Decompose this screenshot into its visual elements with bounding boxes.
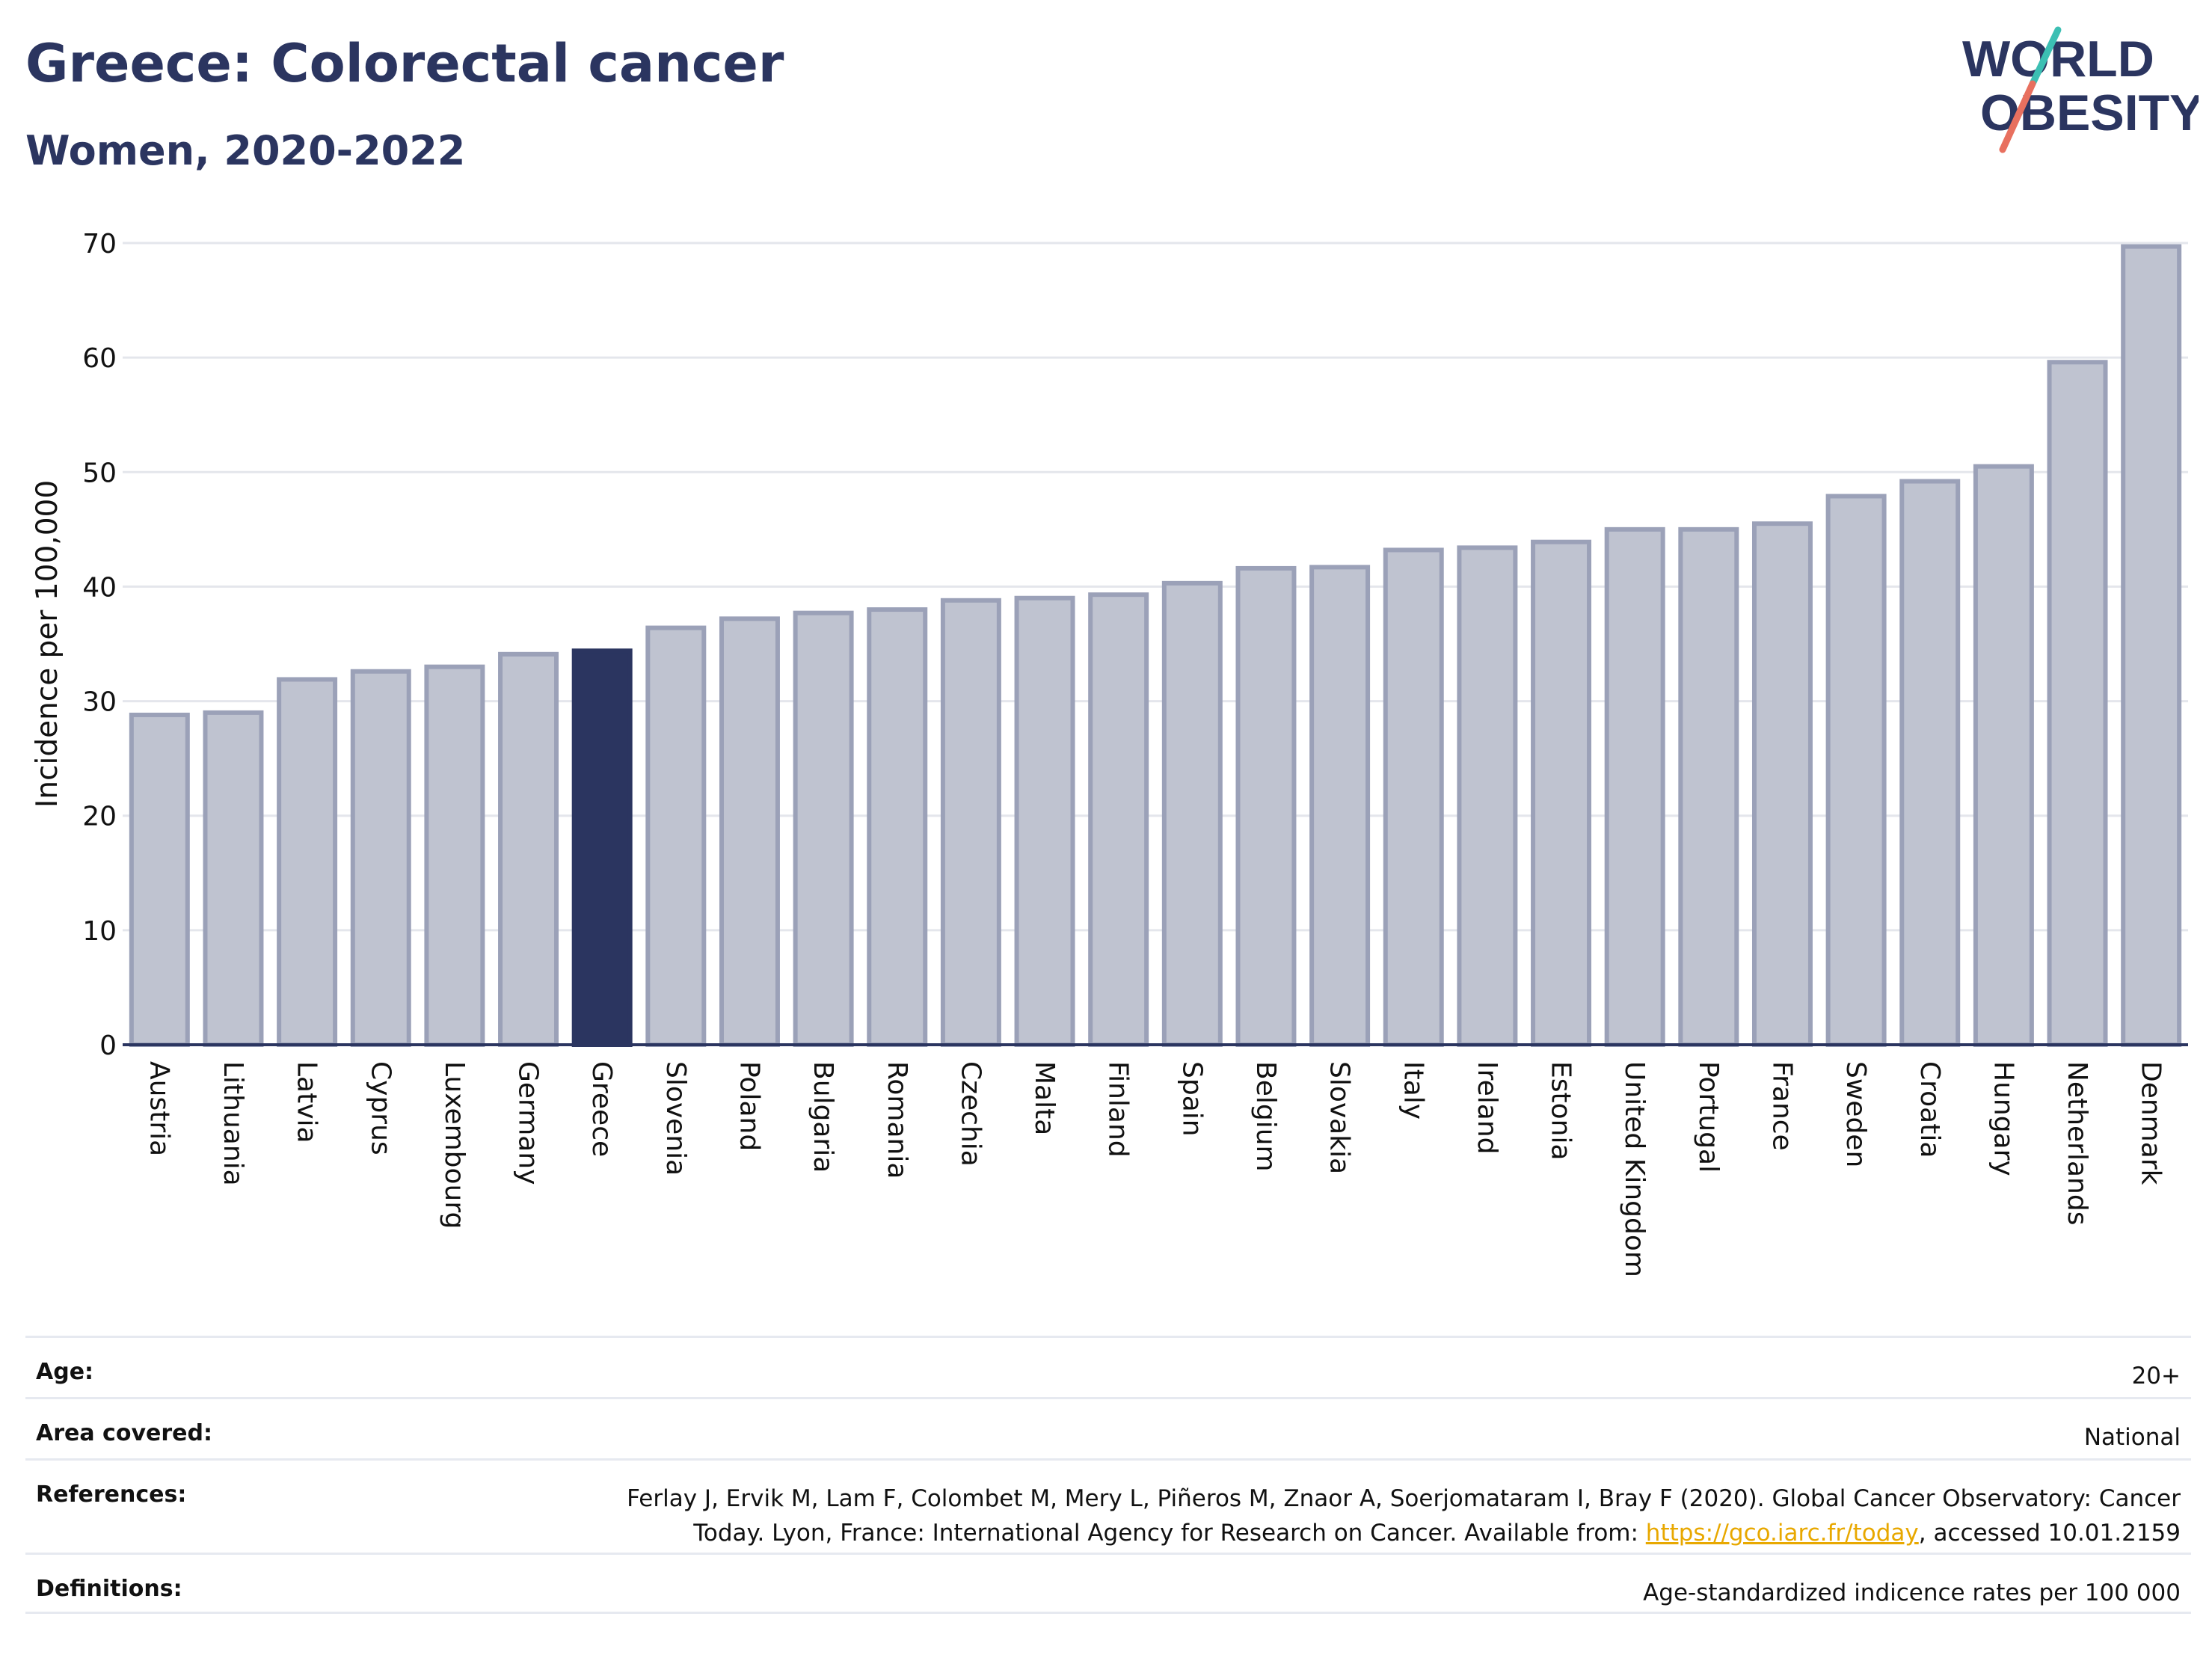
x-tick-label: Belgium [1250,1061,1281,1172]
y-tick-label: 20 [82,802,117,832]
x-tick-label: Czechia [955,1061,986,1167]
x-tick-label: Malta [1029,1061,1060,1135]
info-row-definitions: Definitions: Age-standardized indicence … [25,1553,2191,1614]
x-tick-label: Slovakia [1324,1061,1355,1174]
bar-ireland [1457,545,1518,1047]
info-row-age: Age: 20+ [25,1336,2191,1397]
x-tick-label: Bulgaria [808,1061,838,1173]
bar-chart: 0 10 20 30 40 50 60 70 Austria Lithuania Latvia Cy… [31,229,2188,1277]
x-tick-label: Lithuania [218,1061,248,1186]
bar-slovakia [1309,565,1371,1047]
references-text-line1: Ferlay J, Ervik M, Lam F, Colombet M, Me… [627,1485,2181,1512]
x-tick-label: Latvia [292,1061,322,1143]
logo-text-world: WORLD [1962,31,2154,87]
x-tick-label: Austria [144,1061,174,1156]
x-tick-label: Netherlands [2062,1061,2092,1225]
area-value: National [2083,1424,2181,1451]
bar-belgium [1235,565,1297,1047]
area-label: Area covered: [36,1420,212,1446]
references-value: Ferlay J, Ervik M, Lam F, Colombet M, Me… [627,1481,2181,1550]
bar-croatia [1899,479,1961,1047]
x-tick-label: Ireland [1472,1061,1502,1155]
bar-bulgaria [793,610,854,1047]
bar-denmark [2121,244,2182,1048]
x-tick-label: Cyprus [365,1061,396,1155]
x-tick-label: United Kingdom [1619,1061,1650,1277]
bar-spain [1161,580,1223,1047]
bar-estonia [1531,539,1592,1047]
world-obesity-logo: WORLD OBESITY [1944,22,2204,157]
references-link[interactable]: https://gco.iarc.fr/today [1645,1520,1919,1547]
bar-luxembourg [424,664,485,1048]
bar-malta [1014,595,1075,1047]
y-tick-label: 30 [82,687,117,718]
x-tick-label: Greece [586,1061,617,1157]
definitions-label: Definitions: [36,1576,182,1602]
info-row-references: References: Ferlay J, Ervik M, Lam F, Co… [25,1458,2191,1553]
bar-czechia [940,598,1001,1047]
x-tick-label: Hungary [1988,1061,2018,1176]
chart-title: Greece: Colorectal cancer [25,33,784,94]
bar-netherlands [2047,360,2108,1048]
bar-portugal [1678,526,1739,1047]
age-label: Age: [36,1359,94,1385]
bar-romania [867,607,928,1047]
bar-france [1751,521,1813,1047]
x-tick-label: Spain [1176,1061,1207,1137]
info-table: Age: 20+ Area covered: National Referenc… [25,1336,2191,1614]
x-tick-label: Slovenia [660,1061,691,1176]
bar-united-kingdom [1604,526,1665,1047]
bar-germany [498,651,559,1047]
bar-austria [129,712,190,1047]
x-tick-label: Germany [513,1061,544,1185]
x-tick-label: Sweden [1840,1061,1871,1167]
bar-cyprus [350,669,411,1047]
x-tick-label: Italy [1398,1061,1428,1120]
y-tick-label: 40 [82,572,117,603]
x-tick-label: Poland [734,1061,764,1151]
references-text-pre-link: Today. Lyon, France: International Agenc… [693,1520,1646,1547]
x-tick-label: Portugal [1693,1061,1724,1173]
x-tick-label: Croatia [1914,1061,1945,1158]
bar-finland [1088,592,1149,1047]
x-tick-label: Finland [1103,1061,1134,1158]
x-tick-label: France [1766,1061,1797,1151]
bar-greece [571,648,633,1047]
x-axis-labels: Austria Lithuania Latvia Cyprus Luxembourg Ge… [144,1061,2166,1277]
y-axis-ticks: 0 10 20 30 40 50 60 70 [82,229,117,1061]
age-value: 20+ [2131,1363,2181,1390]
bar-italy [1383,547,1444,1047]
info-row-area: Area covered: National [25,1397,2191,1458]
x-tick-label: Estonia [1546,1061,1576,1161]
x-tick-label: Luxembourg [439,1061,470,1229]
x-tick-label: Romania [882,1061,912,1179]
bar-latvia [277,677,338,1048]
y-tick-label: 60 [82,343,117,374]
y-axis-label: Incidence per 100,000 [31,480,64,808]
y-tick-label: 0 [99,1031,117,1061]
bar-poland [719,616,780,1047]
y-tick-label: 10 [82,916,117,947]
bars [129,244,2182,1048]
bar-hungary [1973,464,2034,1047]
definitions-value: Age-standardized indicence rates per 100… [1643,1579,2181,1606]
y-tick-label: 50 [82,458,117,488]
references-text-post-link: , accessed 10.01.2159 [1918,1520,2181,1547]
chart-subtitle: Women, 2020-2022 [25,127,466,174]
references-label: References: [36,1481,187,1508]
bar-lithuania [203,710,264,1048]
bar-slovenia [645,625,707,1047]
x-tick-label: Denmark [2136,1061,2166,1185]
bar-sweden [1825,494,1887,1047]
y-tick-label: 70 [82,229,117,260]
